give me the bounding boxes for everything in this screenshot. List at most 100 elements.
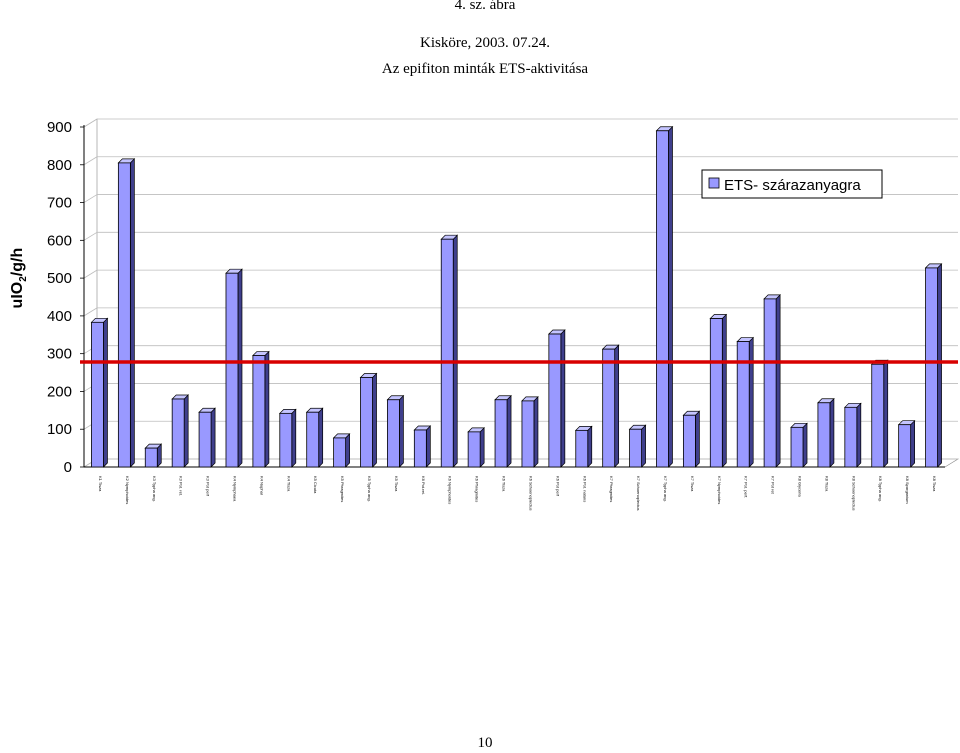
x-tick-label: K8 Sparganium: [905, 476, 910, 504]
bar-side: [237, 268, 243, 468]
x-tick-label: K6 Pot.ret.: [421, 476, 426, 495]
bar-front: [629, 428, 642, 468]
bar: [494, 394, 512, 468]
x-tick-label: K6 Pot. natans: [582, 476, 587, 502]
bar: [90, 317, 109, 468]
x-tick-label: K6 Tisza: [502, 476, 507, 492]
bar-side: [130, 158, 135, 468]
bar: [924, 263, 943, 468]
bar: [305, 407, 324, 468]
bar-side: [695, 410, 700, 468]
bar-front: [144, 447, 158, 468]
x-tick-label: K8 Tisza: [932, 476, 937, 492]
bar-front: [898, 424, 912, 468]
y-tick-label: 300: [47, 346, 72, 363]
bar-side: [264, 350, 270, 468]
bar-front: [682, 414, 696, 468]
legend-swatch: [708, 177, 720, 189]
y-tick-label: 0: [64, 459, 72, 476]
bar-front: [413, 429, 427, 468]
bar-side: [399, 394, 404, 468]
x-tick-label: K4 Tisza: [286, 476, 291, 492]
bar-side: [183, 394, 189, 468]
x-tick-label: K6 Schoenoplectus: [528, 476, 533, 510]
bar: [817, 397, 835, 468]
bar: [548, 329, 566, 468]
bar-front: [736, 341, 750, 468]
bar: [843, 402, 862, 468]
place-date: Kisköre, 2003. 07.24.: [420, 35, 550, 51]
y-tick-label: 700: [47, 195, 72, 212]
bar: [278, 408, 297, 468]
y-tick-labels: 0 100 200 300 400 500 600 700 800 900: [47, 119, 72, 476]
bar-side: [802, 422, 808, 468]
y-tick-label: 900: [47, 119, 72, 136]
bar: [601, 344, 620, 468]
x-tick-label: K8 Schoenoplectus: [851, 476, 856, 510]
y-tick-label: 500: [47, 270, 72, 287]
x-tick-label: K6 Nymphoides: [448, 476, 453, 504]
bar-front: [440, 238, 454, 468]
bar: [386, 394, 405, 468]
x-tick-label: K8 Tisza: [824, 476, 829, 492]
bar-side: [883, 359, 889, 468]
x-tick-label: K2 Nymphoides: [125, 476, 130, 504]
x-tick-label: K8 Typha ang.: [878, 476, 883, 502]
bar-side: [721, 313, 727, 468]
gridline-wall: [83, 231, 98, 241]
bar: [736, 336, 755, 468]
bar: [171, 394, 190, 468]
bar-side: [587, 425, 593, 468]
bar-side: [291, 408, 297, 468]
x-tick-label: K7 Pot. perf.: [744, 476, 749, 498]
bar-front: [91, 321, 104, 468]
x-tick-label: K7 Pot ret: [771, 476, 776, 495]
bar-front: [198, 411, 212, 468]
y-tick-label: 600: [47, 232, 72, 249]
bar-front: [252, 355, 266, 468]
bar-side: [506, 394, 512, 468]
legend-label: ETS- szárazanyagra: [724, 177, 861, 194]
gridline-wall: [83, 118, 98, 128]
x-tick-label: K6 Pot perf: [555, 476, 560, 497]
bar-front: [656, 130, 669, 468]
x-tick-label: K8 Glyceria: [798, 476, 803, 497]
page-number: 10: [477, 735, 493, 751]
bar-front: [494, 399, 508, 468]
bar: [628, 424, 647, 468]
bar: [225, 268, 243, 468]
bar-front: [602, 348, 616, 468]
y-tick-label: 100: [47, 421, 72, 438]
bar: [655, 125, 674, 468]
x-tick-label: K7 Tisza: [690, 476, 695, 492]
bar: [198, 407, 216, 468]
legend-box: [701, 169, 883, 199]
bar-side: [318, 407, 324, 468]
chart-title: Az epifiton minták ETS-aktivitása: [381, 61, 589, 77]
bar: [763, 294, 781, 468]
bar-front: [171, 398, 185, 468]
bars: [90, 125, 943, 468]
bar-front: [763, 298, 777, 468]
bar-side: [775, 294, 781, 468]
bar-front: [817, 402, 831, 468]
bar: [870, 359, 889, 468]
x-tick-label: K4 Nuphar: [259, 476, 264, 496]
bar-side: [425, 425, 431, 468]
bar-side: [533, 396, 539, 468]
bar-side: [668, 125, 673, 468]
x-tick-label: K5 Phragmites: [340, 476, 345, 502]
bar-side: [856, 402, 862, 468]
bar-front: [790, 426, 804, 468]
bar-side: [452, 234, 458, 468]
x-tick-labels: K1 Tisza K2 Nymphoides K3 Typha ang. K3 Pot…: [98, 476, 937, 510]
bar-front: [306, 411, 320, 468]
bar-front: [467, 431, 481, 468]
x-tick-label: K7 Schoenoplectus: [636, 476, 641, 510]
x-tick-label: K5 Typha ang.: [367, 476, 372, 502]
bar-front: [548, 333, 562, 468]
legend: ETS- szárazanyagra: [701, 169, 883, 199]
x-tick-label: K5 Cicuta: [313, 476, 318, 494]
bar-front: [279, 412, 293, 468]
bar-front: [925, 267, 938, 468]
